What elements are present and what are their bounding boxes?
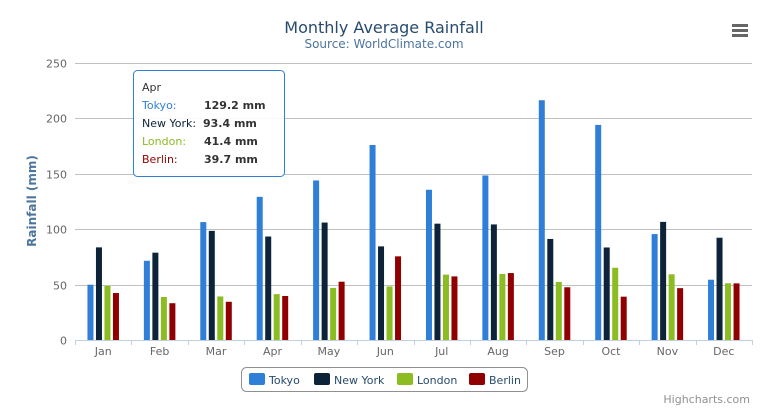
legend-item-tokyo[interactable]: Tokyo xyxy=(249,373,300,387)
bar-new-york-jun[interactable] xyxy=(378,246,385,340)
x-tick-label: Jan xyxy=(94,345,112,358)
legend-symbol xyxy=(469,373,485,385)
bar-london-dec[interactable] xyxy=(725,283,732,340)
bar-berlin-may[interactable] xyxy=(338,281,345,340)
x-tick-label: Dec xyxy=(713,345,734,358)
bar-new-york-jul[interactable] xyxy=(434,223,441,340)
bar-new-york-apr[interactable] xyxy=(265,236,272,340)
bar-berlin-apr[interactable] xyxy=(282,296,289,340)
bar-berlin-nov[interactable] xyxy=(677,288,684,340)
bar-berlin-jun[interactable] xyxy=(395,256,402,340)
y-tick-label: 150 xyxy=(46,169,67,182)
x-tick-label: Nov xyxy=(657,345,679,358)
bar-berlin-dec[interactable] xyxy=(733,283,740,340)
bar-new-york-dec[interactable] xyxy=(716,237,723,340)
tooltip-value: 93.4 mm xyxy=(203,117,257,130)
bar-berlin-aug[interactable] xyxy=(507,273,514,340)
bar-tokyo-jan[interactable] xyxy=(87,284,94,340)
y-axis-title: Rainfall (mm) xyxy=(25,155,39,247)
legend-label: New York xyxy=(334,374,385,387)
x-tick-label: Sep xyxy=(544,345,565,358)
y-tick-label: 100 xyxy=(46,224,67,237)
legend-item-berlin[interactable]: Berlin xyxy=(469,373,521,387)
legend-item-london[interactable]: London xyxy=(397,373,457,387)
bar-london-aug[interactable] xyxy=(499,273,506,340)
credits-link[interactable]: Highcharts.com xyxy=(663,393,750,406)
bar-london-sep[interactable] xyxy=(555,281,562,340)
bar-tokyo-feb[interactable] xyxy=(143,260,150,340)
y-tick-label: 250 xyxy=(46,58,67,71)
bar-london-oct[interactable] xyxy=(612,267,619,340)
bar-tokyo-mar[interactable] xyxy=(200,222,207,340)
bar-new-york-feb[interactable] xyxy=(152,252,159,340)
x-tick-label: Apr xyxy=(263,345,283,358)
bar-berlin-mar[interactable] xyxy=(225,301,232,340)
y-tick-label: 0 xyxy=(60,335,67,348)
chart-subtitle: Source: WorldClimate.com xyxy=(304,37,463,51)
bar-tokyo-apr[interactable] xyxy=(256,196,263,340)
bar-tokyo-aug[interactable] xyxy=(482,175,489,340)
bar-new-york-may[interactable] xyxy=(321,222,328,340)
x-tick-label: May xyxy=(318,345,341,358)
legend-symbol xyxy=(314,373,330,385)
y-tick-label: 50 xyxy=(53,280,67,293)
bar-london-jan[interactable] xyxy=(104,285,111,340)
bar-london-may[interactable] xyxy=(330,287,337,340)
legend-symbol xyxy=(397,373,413,385)
bar-tokyo-sep[interactable] xyxy=(538,100,545,341)
x-tick-label: Jul xyxy=(434,345,448,358)
x-tick-label: Oct xyxy=(601,345,621,358)
bar-berlin-jul[interactable] xyxy=(451,276,458,340)
tooltip-series-name: Tokyo: xyxy=(141,99,177,112)
bar-new-york-oct[interactable] xyxy=(603,247,610,340)
bar-new-york-nov[interactable] xyxy=(660,221,667,340)
bar-new-york-jan[interactable] xyxy=(95,247,102,340)
y-tick-label: 200 xyxy=(46,113,67,126)
legend-label: Tokyo xyxy=(268,374,300,387)
legend: Tokyo New York London Berlin xyxy=(241,367,528,392)
x-tick-label: Feb xyxy=(150,345,169,358)
bar-london-feb[interactable] xyxy=(160,297,167,340)
bar-new-york-aug[interactable] xyxy=(490,224,497,340)
bar-tokyo-nov[interactable] xyxy=(651,234,658,340)
tooltip-value: 41.4 mm xyxy=(204,135,258,148)
x-tick-label: Aug xyxy=(487,345,508,358)
tooltip: Apr Tokyo: 129.2 mm New York: 93.4 mm London… xyxy=(133,70,285,177)
bar-tokyo-may[interactable] xyxy=(313,180,320,340)
tooltip-series-name: Berlin: xyxy=(142,153,178,166)
bar-tokyo-oct[interactable] xyxy=(595,124,602,341)
x-tick-label: Mar xyxy=(206,345,227,358)
bar-berlin-sep[interactable] xyxy=(564,287,571,340)
bar-berlin-oct[interactable] xyxy=(620,296,627,340)
bar-new-york-mar[interactable] xyxy=(208,230,215,340)
tooltip-series-name: London: xyxy=(142,135,186,148)
legend-symbol xyxy=(249,373,265,385)
legend-label: London xyxy=(417,374,457,387)
bar-tokyo-dec[interactable] xyxy=(708,279,715,340)
bar-berlin-feb[interactable] xyxy=(169,303,176,340)
bar-berlin-jan[interactable] xyxy=(112,293,119,340)
legend-item-new-york[interactable]: New York xyxy=(314,373,385,387)
x-tick-label: Jun xyxy=(376,345,394,358)
bar-london-nov[interactable] xyxy=(668,274,675,340)
bar-london-apr[interactable] xyxy=(273,294,280,340)
bar-london-jul[interactable] xyxy=(442,274,449,340)
tooltip-series-name: New York: xyxy=(142,117,196,130)
tooltip-header: Apr xyxy=(142,81,162,94)
tooltip-value: 129.2 mm xyxy=(204,99,266,112)
bar-tokyo-jul[interactable] xyxy=(425,189,432,340)
bar-new-york-sep[interactable] xyxy=(547,238,554,340)
bar-london-mar[interactable] xyxy=(217,296,224,340)
legend-label: Berlin xyxy=(489,374,521,387)
bar-london-jun[interactable] xyxy=(386,286,393,340)
chart-title: Monthly Average Rainfall xyxy=(284,18,483,37)
bar-tokyo-jun[interactable] xyxy=(369,144,376,340)
hamburger-menu-icon[interactable] xyxy=(728,20,752,40)
tooltip-value: 39.7 mm xyxy=(204,153,258,166)
